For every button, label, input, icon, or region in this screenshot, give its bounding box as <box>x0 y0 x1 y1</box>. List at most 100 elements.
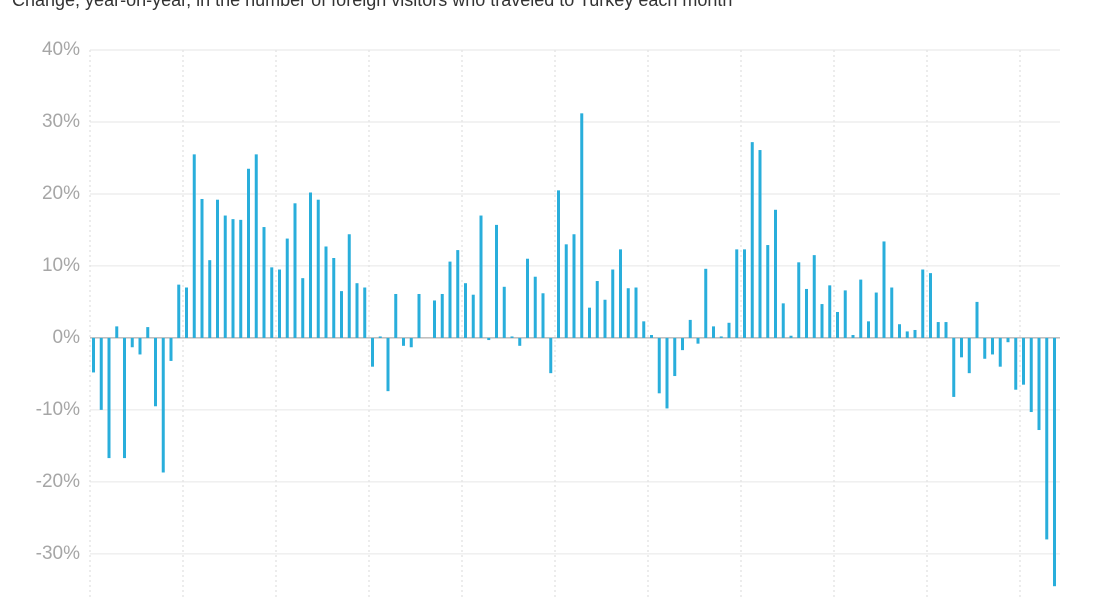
bar <box>743 249 746 338</box>
bar <box>859 279 863 338</box>
bar <box>851 335 855 338</box>
bar <box>262 227 266 338</box>
bar <box>882 241 886 338</box>
bar <box>735 249 739 338</box>
bar <box>572 234 576 338</box>
bar <box>309 192 312 338</box>
bar <box>843 290 847 338</box>
bar <box>293 203 297 338</box>
bar <box>138 337 142 355</box>
bar <box>688 319 692 338</box>
bar <box>192 154 196 338</box>
bar <box>223 215 227 338</box>
bar <box>975 301 979 338</box>
bar <box>247 168 250 338</box>
bar <box>239 219 243 338</box>
bar <box>355 283 359 338</box>
bar <box>340 291 343 338</box>
bar <box>177 284 181 338</box>
bar <box>440 293 444 338</box>
bar <box>719 336 723 338</box>
bar <box>797 262 801 338</box>
bar <box>332 258 336 338</box>
bar <box>967 337 971 374</box>
bar <box>774 209 777 338</box>
bar <box>611 269 615 338</box>
bar <box>781 303 785 338</box>
y-tick-label: -20% <box>36 471 80 492</box>
bar <box>913 329 917 338</box>
bar <box>549 337 553 374</box>
bar <box>936 322 940 338</box>
bar <box>580 113 584 338</box>
bar <box>867 321 870 338</box>
bar <box>433 300 436 338</box>
bar <box>1022 337 1025 385</box>
bar <box>270 267 274 338</box>
bar <box>371 337 374 367</box>
bar <box>944 322 948 338</box>
bar <box>665 337 669 409</box>
bar <box>905 331 909 338</box>
y-tick-label: 20% <box>42 183 80 204</box>
bar <box>448 261 452 338</box>
bar <box>750 142 754 338</box>
bar <box>960 337 963 358</box>
bar <box>456 250 460 338</box>
bar <box>983 337 987 359</box>
bar <box>1029 337 1033 413</box>
y-tick-label: 0% <box>53 327 81 348</box>
bar <box>99 337 103 410</box>
bar <box>564 244 568 338</box>
bar <box>634 287 638 338</box>
bar <box>588 307 591 338</box>
bar <box>378 336 382 338</box>
bar <box>1045 337 1049 540</box>
bar <box>1014 337 1018 390</box>
bar <box>479 215 483 338</box>
bar <box>541 293 545 338</box>
y-tick-label: 30% <box>42 111 80 132</box>
bar <box>626 288 630 338</box>
bar <box>952 337 956 397</box>
bar <box>185 287 188 338</box>
bar <box>673 337 677 377</box>
bar <box>836 311 839 338</box>
bar <box>1053 337 1056 587</box>
bar <box>1006 337 1010 343</box>
bar <box>681 337 684 351</box>
bar <box>231 219 235 338</box>
bar <box>146 327 150 338</box>
bar <box>929 273 932 338</box>
bar <box>200 198 204 338</box>
bar <box>130 337 134 348</box>
y-tick-label: -30% <box>36 543 80 564</box>
bar <box>991 337 994 355</box>
bar <box>502 286 506 338</box>
bar <box>874 292 878 338</box>
bar <box>216 199 219 338</box>
y-tick-label: -10% <box>36 399 80 420</box>
bar <box>595 281 599 338</box>
bar <box>766 245 770 338</box>
bar <box>603 299 607 338</box>
y-tick-label: 10% <box>42 255 80 276</box>
bar <box>657 337 661 394</box>
bar <box>890 287 894 338</box>
chart-subtitle: Change, year-on-year, in the number of f… <box>12 0 732 10</box>
bar <box>619 249 622 338</box>
bar <box>487 337 491 341</box>
bar <box>161 337 165 473</box>
bar <box>518 337 522 346</box>
bar <box>278 269 281 338</box>
bar <box>154 337 157 407</box>
bar <box>812 255 816 338</box>
bar <box>704 268 708 338</box>
bar <box>123 337 126 459</box>
bar <box>316 199 320 338</box>
bar <box>727 322 731 338</box>
bar <box>758 150 762 338</box>
bar <box>107 337 111 459</box>
bar <box>510 336 514 338</box>
bar <box>115 326 119 338</box>
